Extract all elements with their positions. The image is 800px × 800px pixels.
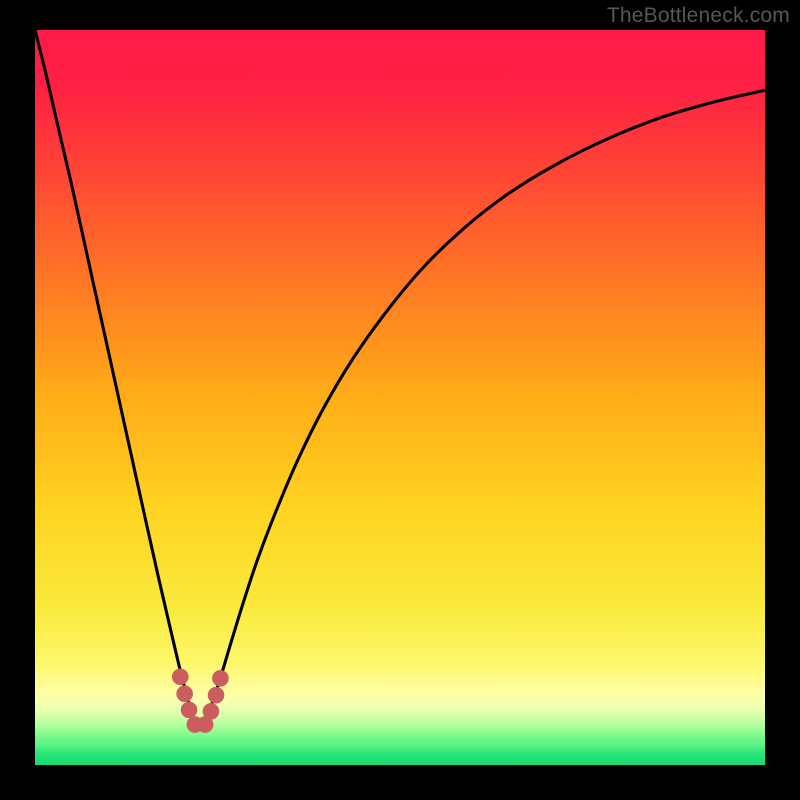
frame: TheBottleneck.com xyxy=(0,0,800,800)
data-marker xyxy=(208,687,224,703)
data-marker xyxy=(172,669,188,685)
bottleneck-curve xyxy=(35,30,765,730)
curve-layer xyxy=(35,30,765,765)
data-marker xyxy=(203,704,219,720)
data-marker xyxy=(177,686,193,702)
data-marker xyxy=(213,670,229,686)
data-marker xyxy=(181,702,197,718)
watermark: TheBottleneck.com xyxy=(607,4,790,28)
